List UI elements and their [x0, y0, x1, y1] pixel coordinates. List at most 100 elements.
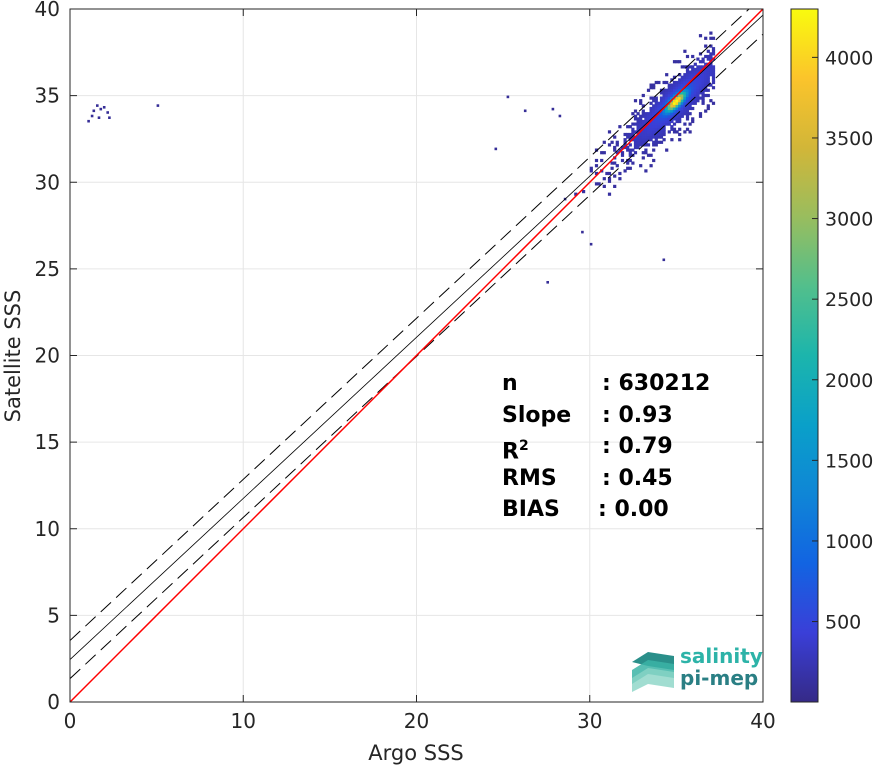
density-cell [709, 99, 713, 103]
density-cell [659, 125, 664, 129]
density-cell [641, 93, 645, 98]
density-cell [683, 106, 687, 111]
density-cell [691, 119, 695, 124]
density-cell [618, 148, 622, 152]
density-cell [654, 127, 658, 131]
density-cell [662, 99, 666, 103]
density-cell [670, 104, 674, 108]
density-cell [706, 75, 710, 79]
density-cell [688, 93, 692, 98]
density-cell [709, 65, 713, 69]
density-cell [667, 96, 671, 100]
density-cell [691, 83, 695, 87]
density-cell [709, 36, 713, 40]
density-cell [685, 54, 690, 59]
density-cell [688, 99, 692, 103]
density-cell [631, 148, 635, 152]
x-tick-label: 0 [64, 709, 77, 733]
density-cell [641, 122, 645, 126]
outlier-point [106, 111, 109, 114]
colorbar-tick-label: 3000 [825, 209, 873, 231]
density-cell [620, 158, 625, 163]
density-cell [636, 143, 640, 147]
density-cell [662, 119, 666, 124]
density-cell [641, 138, 645, 142]
density-cell [680, 78, 684, 82]
density-cell [678, 80, 682, 85]
density-cell [667, 130, 671, 134]
density-cell [636, 130, 640, 134]
density-cell [607, 171, 612, 176]
density-cell [649, 96, 653, 100]
density-cell [657, 130, 661, 134]
stat-slope-value: : 0.93 [602, 402, 673, 428]
density-cell [644, 132, 648, 137]
density-cell [672, 112, 677, 116]
x-axis-ticks: 0 10 20 30 40 [64, 9, 776, 733]
density-cell [688, 78, 692, 82]
density-cell [691, 117, 695, 121]
outlier-point [102, 106, 106, 109]
density-cell [675, 99, 679, 103]
density-cell [649, 83, 653, 87]
density-cell [688, 101, 692, 105]
density-cell [683, 75, 687, 79]
density-cell [670, 106, 674, 111]
density-cell [665, 119, 669, 124]
density-cell [636, 112, 640, 116]
density-cell [659, 104, 664, 108]
density-cell [683, 112, 687, 116]
density-cell [649, 101, 653, 105]
regression-line [70, 14, 763, 660]
density-cell [672, 83, 677, 87]
density-cell [683, 80, 687, 85]
y-axis-ticks: 0 5 10 15 20 25 30 35 40 [35, 0, 763, 714]
density-cell [626, 145, 630, 150]
density-cell [688, 130, 692, 134]
density-cell [691, 88, 695, 92]
density-cell [685, 86, 690, 90]
density-cell [639, 143, 643, 147]
density-cell [654, 135, 658, 139]
density-cell [685, 106, 690, 111]
stat-bias-value: : 0.00 [598, 497, 669, 522]
density-cell [657, 106, 661, 111]
density-cell [636, 138, 640, 142]
density-cell [639, 135, 643, 139]
density-cell [698, 73, 703, 77]
density-cell [652, 99, 656, 103]
density-cell [649, 122, 653, 126]
density-cell [672, 80, 677, 85]
density-cell [672, 60, 677, 64]
density-cell [696, 88, 700, 92]
stat-rms-value: : 0.45 [602, 465, 673, 491]
density-cell [662, 127, 666, 131]
density-cell [670, 127, 674, 131]
density-cell [696, 86, 700, 90]
density-cell [633, 138, 638, 142]
density-cell [704, 109, 708, 113]
density-cell [698, 75, 703, 79]
outlier-point [523, 109, 527, 113]
density-cell [657, 119, 661, 124]
density-cell [698, 78, 703, 82]
density-cell [600, 158, 604, 163]
y-tick-label: 35 [35, 84, 60, 108]
density-cell [644, 112, 648, 116]
density-cell [589, 166, 593, 170]
density-cell [701, 70, 705, 74]
density-cell [628, 148, 632, 152]
y-tick-label: 15 [35, 430, 60, 454]
density-cell [636, 117, 640, 121]
density-cell [641, 114, 645, 118]
x-axis-label: Argo SSS [368, 741, 463, 765]
density-cell [680, 75, 684, 79]
density-cell [693, 96, 697, 100]
y-tick-label: 10 [35, 517, 60, 541]
density-cell [654, 112, 658, 116]
density-cell [639, 164, 643, 168]
density-cell [685, 104, 690, 108]
density-cell [685, 75, 690, 79]
density-cell [701, 73, 705, 77]
density-cell [683, 130, 687, 134]
